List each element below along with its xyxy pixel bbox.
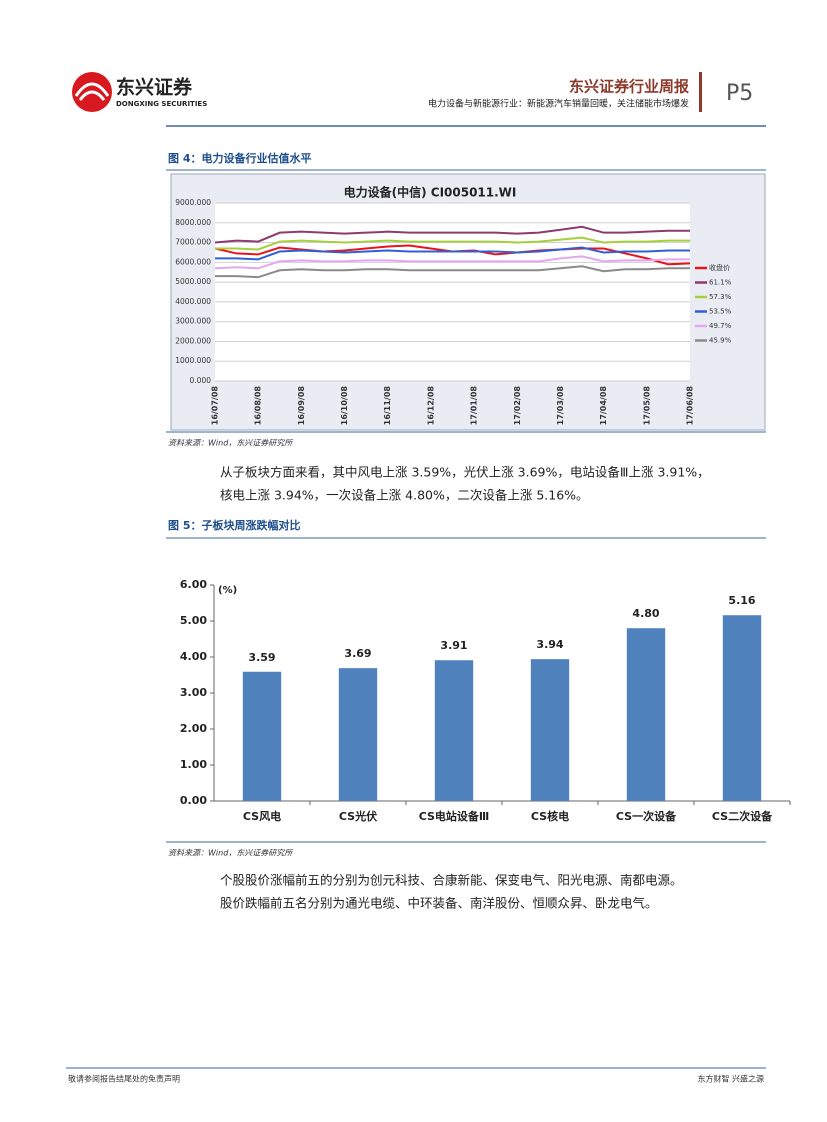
y-tick-label: 5000.000 [175, 277, 211, 286]
paragraph-line: 股价跌幅前五名分别为通光电缆、中环装备、南洋股份、恒顺众昇、卧龙电气。 [220, 896, 658, 911]
y-tick-label: 4.00 [180, 650, 207, 663]
x-tick-label: 17/04/08 [599, 386, 608, 426]
header-divider [699, 72, 702, 112]
paragraph-line: 核电上涨 3.94%，一次设备上涨 4.80%，二次设备上涨 5.16%。 [220, 488, 589, 503]
bar [338, 668, 378, 801]
sector-chart: 0.00 1.00 2.00 3.00 4.00 5.00 6.00 (%) 3.59 CS风电 3… [180, 578, 791, 823]
logo [72, 72, 112, 112]
paragraph-line: 从子板块方面来看，其中风电上涨 3.59%，光伏上涨 3.69%，电站设备Ⅲ上涨… [220, 465, 710, 480]
plot-area [215, 203, 690, 381]
x-tick-label: 17/01/08 [470, 386, 479, 426]
x-tick-label: 16/11/08 [383, 386, 392, 426]
footer-disclaimer: 敬请参阅报告结尾处的免责声明 [68, 1074, 180, 1084]
y-tick-label: 0.000 [190, 376, 212, 385]
bar [434, 660, 474, 801]
bar [626, 628, 666, 801]
series-line [214, 225, 690, 244]
x-tick-label: CS光伏 [339, 809, 377, 823]
y-unit: (%) [218, 585, 237, 596]
footer-slogan: 东方财智 兴盛之源 [697, 1074, 764, 1084]
series-line [214, 255, 690, 270]
logo-english: DONGXING SECURITIES [116, 100, 207, 108]
figure-source: 资料来源：Wind，东兴证券研究所 [168, 849, 294, 858]
value-label: 4.80 [632, 607, 659, 620]
y-tick-label: 9000.000 [175, 198, 211, 207]
x-tick-label: 16/07/08 [211, 386, 220, 426]
x-tick-label: 16/08/08 [254, 386, 263, 426]
bar [530, 659, 570, 801]
series-line [215, 236, 690, 251]
page-number: P5 [726, 81, 753, 106]
legend-label: 61.1% [709, 279, 732, 287]
paragraph-line: 个股股价涨幅前五的分别为创元科技、合康新能、保变电气、阳光电源、南都电源。 [220, 873, 683, 888]
y-tick-label: 8000.000 [175, 218, 211, 227]
report-subtitle: 电力设备与新能源行业：新能源汽车销量回暖，关注储能市场爆发 [428, 98, 689, 110]
x-tick-label: CS电站设备Ⅲ [419, 809, 490, 823]
y-tick-label: 3000.000 [175, 317, 211, 326]
value-label: 5.16 [728, 594, 755, 607]
value-label: 3.69 [344, 647, 371, 660]
legend-label: 45.9% [709, 337, 732, 345]
report-title: 东兴证券行业周报 [569, 78, 689, 96]
legend-label: 57.3% [709, 293, 732, 301]
series-line [215, 265, 690, 279]
x-tick-label: 17/02/08 [513, 386, 522, 426]
x-tick-label: CS二次设备 [712, 809, 773, 823]
y-tick-label: 6000.000 [175, 257, 211, 266]
x-tick-label: CS核电 [531, 809, 569, 823]
x-tick-label: CS一次设备 [616, 809, 677, 823]
legend-label: 收盘价 [709, 263, 730, 272]
y-tick-label: 6.00 [180, 578, 207, 591]
x-tick-label: 16/09/08 [297, 386, 306, 426]
series-line [215, 246, 690, 261]
x-tick-label: 16/10/08 [340, 386, 349, 426]
y-tick-label: 1.00 [180, 758, 207, 771]
y-tick-label: 1000.000 [175, 356, 211, 365]
chart-title: 电力设备(中信) CI005011.WI [344, 185, 517, 200]
y-tick-label: 0.00 [180, 794, 207, 807]
legend-label: 53.5% [709, 308, 732, 316]
bar [242, 671, 282, 801]
value-label: 3.91 [440, 639, 467, 652]
logo-text: 东兴证券 [116, 76, 193, 99]
y-tick-label: 7000.000 [175, 238, 211, 247]
figure-caption: 图 5：子板块周涨跌幅对比 [168, 518, 300, 532]
x-tick-label: 16/12/08 [426, 386, 435, 426]
figure-source: 资料来源：Wind，东兴证券研究所 [168, 439, 294, 448]
y-tick-label: 3.00 [180, 686, 207, 699]
x-tick-label: CS风电 [243, 809, 281, 823]
y-tick-label: 2000.000 [175, 336, 211, 345]
y-tick-label: 4000.000 [175, 297, 211, 306]
x-tick-label: 17/03/08 [556, 386, 565, 426]
bar [722, 615, 762, 801]
figure-caption: 图 4：电力设备行业估值水平 [168, 151, 311, 165]
y-tick-label: 2.00 [180, 722, 207, 735]
value-label: 3.59 [248, 651, 275, 664]
y-tick-label: 5.00 [180, 614, 207, 627]
logo-swoosh [74, 82, 110, 101]
x-tick-label: 17/06/08 [686, 386, 695, 426]
valuation-chart: 电力设备(中信) CI005011.WI 0.000 1000.000 2000.00… [175, 185, 731, 426]
x-tick-label: 17/05/08 [642, 386, 651, 426]
legend-label: 49.7% [709, 322, 732, 330]
value-label: 3.94 [536, 638, 563, 651]
